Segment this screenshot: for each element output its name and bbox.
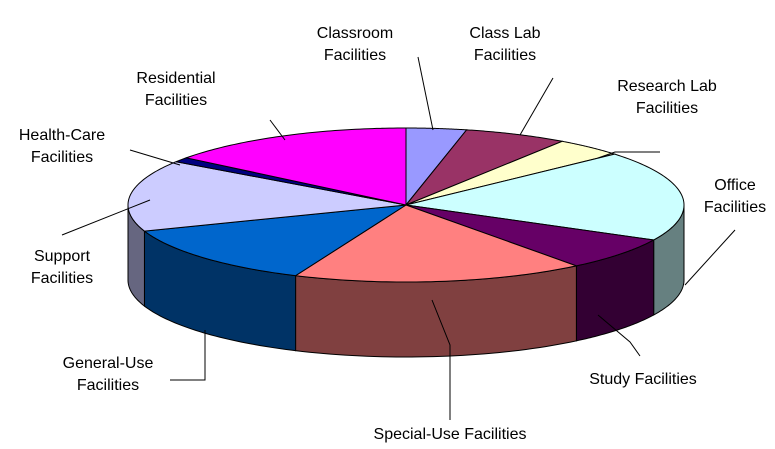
leader-line (417, 56, 434, 131)
slice-label: Special-Use Facilities (373, 426, 527, 443)
slice (405, 140, 617, 206)
slice-label: Residential Facilities (136, 70, 216, 109)
leader-line (269, 119, 286, 141)
leader-line (597, 151, 660, 159)
leader-line (597, 314, 641, 357)
slice (174, 157, 407, 206)
slice (405, 153, 685, 241)
slice-label: Class Lab Facilities (469, 25, 541, 64)
slice (294, 204, 579, 283)
leader-line (129, 149, 181, 166)
leader-line (170, 330, 206, 381)
leader-line (61, 199, 151, 236)
slice-label: Support Facilities (30, 248, 94, 287)
slice-label: Health-Care Facilities (18, 127, 106, 166)
leader-line (684, 229, 736, 286)
slice-label: Classroom Facilities (316, 25, 394, 64)
slice-label: General-Use Facilities (62, 355, 154, 394)
slice (405, 129, 565, 206)
slice-label: Office Facilities (703, 177, 767, 216)
slice (184, 127, 407, 206)
slice (405, 204, 656, 267)
slice-label: Study Facilities (589, 371, 697, 388)
slice (143, 204, 407, 277)
slice-label: Research Lab Facilities (617, 78, 717, 117)
slice (127, 161, 407, 232)
leader-line (519, 77, 554, 136)
leader-line (431, 299, 451, 420)
